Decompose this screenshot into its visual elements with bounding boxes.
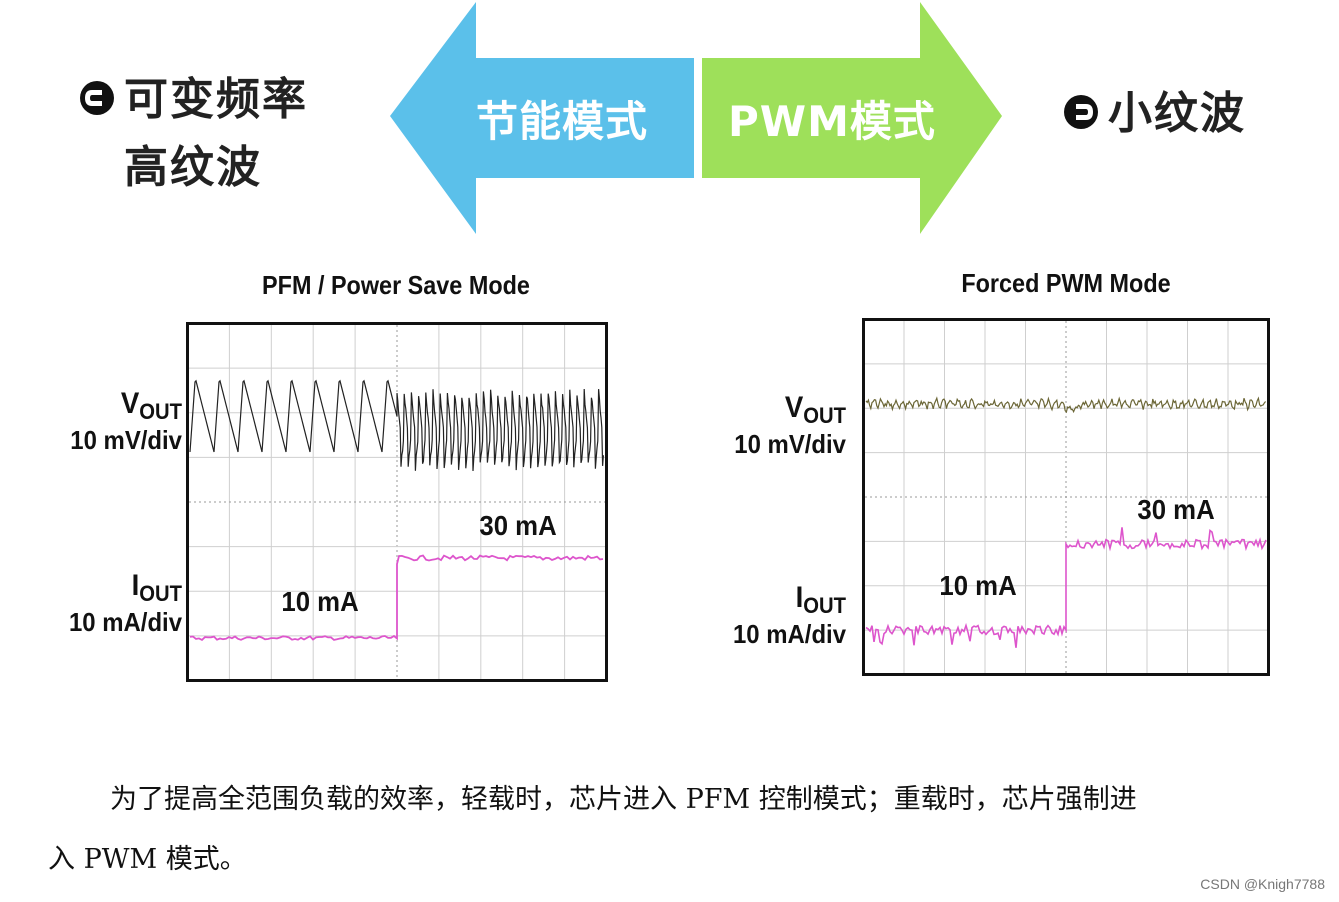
arrow-right-circle-icon [1064,95,1098,129]
iout-trace [189,554,604,641]
left-label-line1: 可变频率 [124,74,308,125]
mode-double-arrow [390,2,1002,234]
scope-left-plot [186,322,608,682]
scope-right-title: Forced PWM Mode [961,268,1171,298]
power-save-arrow [390,2,694,234]
pwm-arrow [702,2,1002,234]
credit: CSDN @Knigh7788 [1200,876,1325,892]
scope-right-low-current: 10 mA [939,570,1017,601]
caption: 为了提高全范围负载的效率，轻载时，芯片进入 PFM 控制模式；重载时，芯片强制进… [48,770,1308,890]
arrow-left-circle-icon [80,81,114,115]
iout-trace [865,527,1267,648]
scope-left-low-current: 10 mA [281,586,359,617]
scope-right-high-current: 30 mA [1137,494,1215,525]
scope-left-title: PFM / Power Save Mode [262,270,530,300]
scope-left-iout-label: IOUT 10 mA/div [68,569,182,638]
vout-trace [865,396,1267,414]
left-label: 可变频率 高纹波 [80,66,308,202]
right-label: 小纹波 [1064,80,1246,148]
right-label-text: 小纹波 [1108,88,1246,139]
scope-right-plot [862,318,1270,676]
scope-right-vout-label: VOUT 10 mV/div [734,391,846,460]
scope-left-vout-label: VOUT 10 mV/div [70,387,182,456]
caption-line1: 为了提高全范围负载的效率，轻载时，芯片进入 PFM 控制模式；重载时，芯片强制进 [110,784,1137,815]
pwm-arrow-label: PWM模式 [728,97,936,146]
vout-trace [189,379,604,472]
caption-line2: 入 PWM 模式。 [48,844,247,875]
scope-right-iout-label: IOUT 10 mA/div [732,581,846,650]
left-label-line2: 高纹波 [124,142,262,194]
scope-left-high-current: 30 mA [479,510,557,541]
power-save-arrow-label: 节能模式 [476,97,649,146]
